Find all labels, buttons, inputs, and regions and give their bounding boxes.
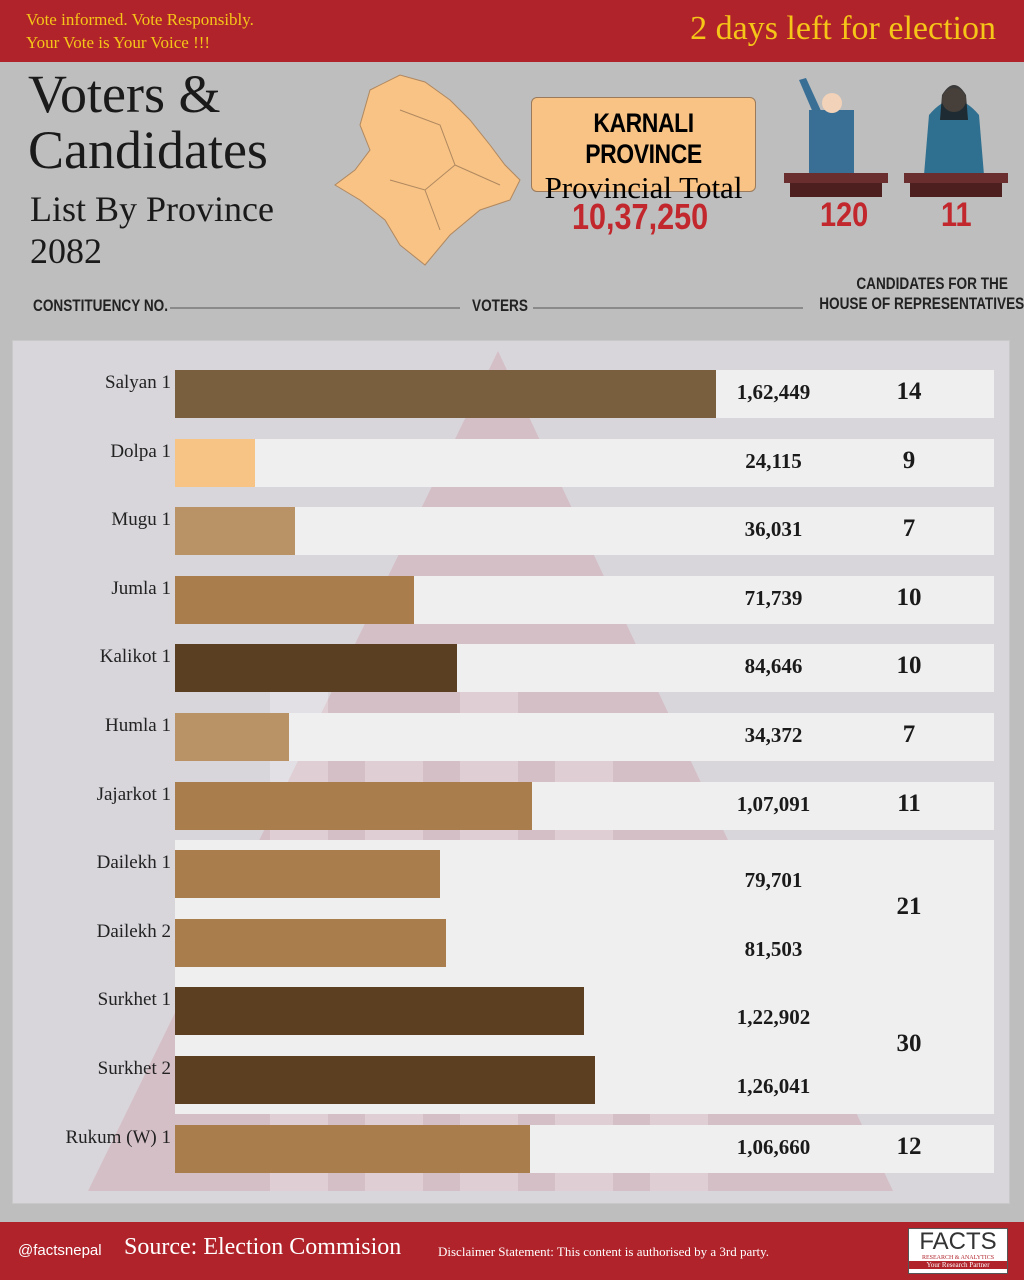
bar: [175, 644, 457, 693]
candidate-count: 7: [902, 515, 916, 543]
candidate-count: 11: [897, 789, 921, 817]
candidates-icon: [784, 78, 1008, 197]
logo-tag: Your Research Partner: [909, 1261, 1007, 1269]
bar: [175, 713, 290, 761]
candidate-count: 12: [896, 1132, 922, 1160]
chart-panel: 14 9 7 10 10 7 11 21 30 12 Salyan 1 1,62,449 Dolpa 1…: [12, 340, 1010, 1204]
total-voters: 10,37,250: [572, 196, 709, 237]
subtitle-year: 2082: [30, 231, 102, 271]
divider: [533, 307, 803, 309]
row-label: Humla 1: [105, 715, 171, 736]
candidate-count: 14: [896, 378, 922, 405]
candidate-count: 30: [896, 1029, 922, 1057]
bar: [175, 918, 447, 967]
bar: [175, 781, 532, 830]
row-label: Dailekh 2: [96, 920, 171, 942]
constituency-header: CONSTITUENCY NO.: [33, 296, 169, 315]
female-candidates-count: 11: [941, 196, 972, 234]
bar: [175, 438, 256, 487]
bar: [175, 1124, 531, 1173]
bar-track: [175, 713, 994, 761]
candidate-count: 10: [896, 652, 922, 680]
row-label: Jumla 1: [111, 577, 171, 599]
footer: @factsnepal Source: Election Commision D…: [0, 1222, 1024, 1280]
row-label: Surkhet 1: [97, 989, 171, 1011]
voter-value: 71,739: [744, 585, 803, 610]
row-label: Surkhet 2: [97, 1058, 171, 1079]
candidates-header-1: CANDIDATES FOR THE: [856, 274, 1008, 293]
row-label: Mugu 1: [111, 509, 171, 531]
candidates-header: CANDIDATES FOR THE HOUSE OF REPRESENTATIV…: [819, 274, 1024, 314]
title-line-2: Candidates: [28, 120, 268, 180]
voter-value: 1,07,091: [736, 791, 811, 816]
row-label: Jajarkot 1: [96, 783, 171, 805]
voter-value: 1,22,902: [736, 1005, 811, 1030]
bar: [175, 1056, 595, 1104]
source: Source: Election Commision: [124, 1234, 402, 1260]
bar: [175, 987, 585, 1036]
province-label: Provincial Total: [544, 170, 743, 205]
row-label: Dailekh 1: [96, 852, 171, 874]
male-candidate-icon: [784, 78, 888, 197]
bar: [175, 575, 414, 624]
voter-value: 34,372: [744, 723, 803, 747]
male-candidates-count: 120: [820, 196, 869, 234]
tagline-1: Vote informed. Vote Responsibly.: [26, 10, 254, 29]
row-label: Dolpa 1: [110, 440, 171, 462]
candidate-count: 10: [896, 583, 922, 611]
voters-header: VOTERS: [472, 296, 528, 315]
candidates-header-2: HOUSE OF REPRESENTATIVES: [819, 294, 1024, 313]
province-name: KARNALI PROVINCE: [585, 108, 702, 169]
logo-text: FACTS: [919, 1228, 997, 1255]
voter-value: 1,26,041: [736, 1074, 811, 1098]
candidate-count: 7: [902, 721, 916, 748]
countdown: 2 days left for election: [690, 10, 996, 47]
row-label: Kalikot 1: [99, 646, 171, 668]
candidate-count: 21: [896, 892, 922, 920]
bar-track: [175, 438, 994, 487]
subtitle-line-1: List By Province: [30, 189, 274, 229]
voter-value: 79,701: [744, 868, 803, 893]
top-banner: Vote informed. Vote Responsibly. Your Vot…: [0, 0, 1024, 62]
bar: [175, 850, 441, 899]
bar: [175, 370, 716, 418]
row-label: Rukum (W) 1: [65, 1126, 171, 1148]
voter-value: 1,06,660: [736, 1134, 811, 1159]
province-box: KARNALI PROVINCE Provincial Total: [531, 97, 756, 205]
tagline-2: Your Vote is Your Voice !!!: [26, 33, 211, 52]
facts-logo: FACTS RESEARCH & ANALYTICS Your Research P…: [908, 1228, 1008, 1274]
tagline: Vote informed. Vote Responsibly. Your Vot…: [26, 8, 254, 54]
voter-value: 81,503: [744, 936, 803, 961]
female-candidate-icon: [904, 85, 1008, 197]
candidate-count: 9: [902, 446, 916, 474]
karnali-map-icon: [334, 74, 521, 266]
divider: [170, 307, 460, 309]
page-title: Voters & Candidates: [28, 66, 268, 178]
voter-value: 84,646: [744, 654, 803, 679]
bar-track: [175, 507, 994, 556]
logo-sub: RESEARCH & ANALYTICS: [921, 1255, 995, 1261]
voter-value: 36,031: [744, 517, 803, 542]
social-handle[interactable]: @factsnepal: [18, 1242, 102, 1259]
disclaimer: Disclaimer Statement: This content is au…: [438, 1244, 770, 1259]
title-line-1: Voters &: [28, 64, 221, 124]
row-label: Salyan 1: [105, 372, 171, 393]
bar: [175, 507, 295, 556]
voter-value: 1,62,449: [736, 380, 811, 404]
voter-value: 24,115: [745, 448, 802, 473]
subtitle: List By Province 2082: [30, 188, 274, 272]
